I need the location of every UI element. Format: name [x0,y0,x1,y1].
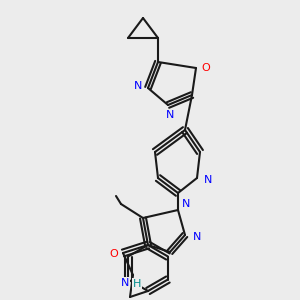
Text: N: N [166,110,174,120]
Text: N: N [182,199,190,209]
Text: H: H [133,279,141,289]
Text: N: N [193,232,201,242]
Text: O: O [202,63,210,73]
Text: N: N [204,175,212,185]
Text: N: N [121,278,129,288]
Text: O: O [110,249,118,259]
Text: N: N [134,81,142,91]
